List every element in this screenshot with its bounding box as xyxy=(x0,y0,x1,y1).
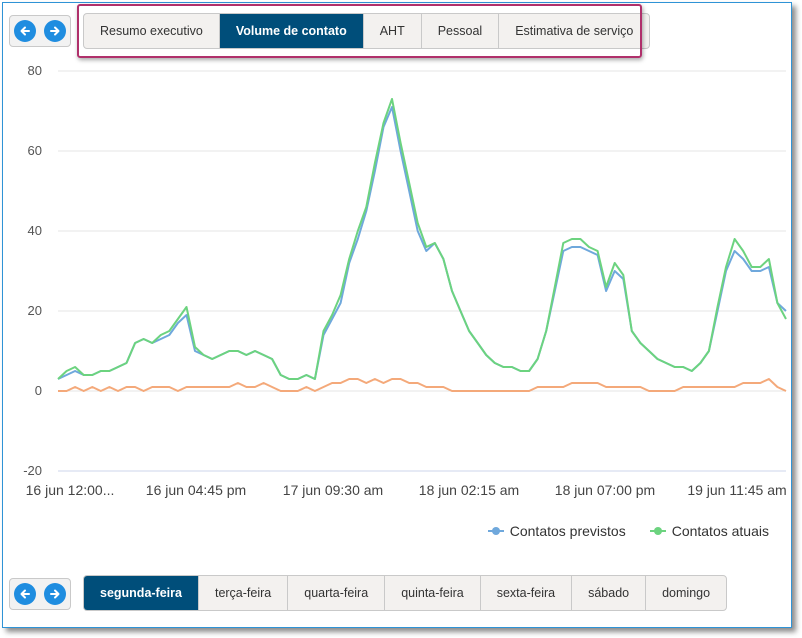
series-line xyxy=(57,98,787,380)
arrow-right-icon xyxy=(50,589,60,599)
bottom-nav-arrows xyxy=(9,578,71,610)
arrow-left-icon xyxy=(20,26,30,36)
legend-item-atuais[interactable]: Contatos atuais xyxy=(649,523,769,539)
top-nav-arrows xyxy=(9,15,71,47)
series-line xyxy=(57,106,787,380)
x-tick-label: 19 jun 11:45 am xyxy=(687,482,786,498)
bottom-prev-button[interactable] xyxy=(14,583,36,605)
tab-quarta-feira[interactable]: quarta-feira xyxy=(288,576,386,610)
x-tick-label: 16 jun 12:00... xyxy=(26,482,115,498)
legend-symbol-atuais xyxy=(649,526,666,536)
tab-aht[interactable]: AHT xyxy=(364,14,422,48)
tab-terca-feira[interactable]: terça-feira xyxy=(199,576,289,610)
y-tick-label: 40 xyxy=(28,223,42,238)
x-tick-label: 18 jun 07:00 pm xyxy=(555,482,655,498)
y-tick-label: 0 xyxy=(35,383,42,398)
bottom-next-button[interactable] xyxy=(44,583,66,605)
y-tick-label: 20 xyxy=(28,303,42,318)
top-tabs: Resumo executivo Volume de contato AHT P… xyxy=(83,13,651,49)
x-tick-label: 18 jun 02:15 am xyxy=(419,482,519,498)
tab-domingo[interactable]: domingo xyxy=(662,586,711,600)
arrow-left-icon xyxy=(20,589,30,599)
top-prev-button[interactable] xyxy=(14,20,36,42)
tab-segunda-feira[interactable]: segunda-feira xyxy=(84,576,199,610)
legend-symbol-previstos xyxy=(487,526,504,536)
tab-volume-de-contato[interactable]: Volume de contato xyxy=(219,14,364,48)
y-tick-label: -20 xyxy=(23,463,42,478)
arrow-right-icon xyxy=(50,26,60,36)
top-next-button[interactable] xyxy=(44,20,66,42)
tab-pessoal[interactable]: Pessoal xyxy=(422,14,500,48)
window-frame: Resumo executivo Volume de contato AHT P… xyxy=(2,2,792,628)
y-tick-label: 60 xyxy=(28,143,42,158)
tab-quinta-feira[interactable]: quinta-feira xyxy=(385,576,481,610)
legend-item-previstos[interactable]: Contatos previstos xyxy=(487,523,626,539)
series-line xyxy=(58,378,787,392)
chart-legend: Contatos previstos Contatos atuais xyxy=(487,523,769,539)
legend-label-previstos: Contatos previstos xyxy=(509,523,626,539)
day-tabs: segunda-feira terça-feira quarta-feira q… xyxy=(83,575,728,611)
x-tick-label: 16 jun 04:45 pm xyxy=(146,482,246,498)
tab-estimativa-de-servico[interactable]: Estimativa de serviço xyxy=(515,24,634,38)
y-tick-label: 80 xyxy=(28,63,42,78)
x-tick-label: 17 jun 09:30 am xyxy=(283,482,383,498)
legend-label-atuais: Contatos atuais xyxy=(671,523,769,539)
tab-resumo-executivo[interactable]: Resumo executivo xyxy=(84,14,220,48)
contact-volume-chart: 80 60 40 20 0 -20 16 jun 12:00... 16 jun 04:45 … xyxy=(23,63,787,498)
tab-sabado[interactable]: sábado xyxy=(572,576,647,610)
tab-sexta-feira[interactable]: sexta-feira xyxy=(481,576,573,610)
